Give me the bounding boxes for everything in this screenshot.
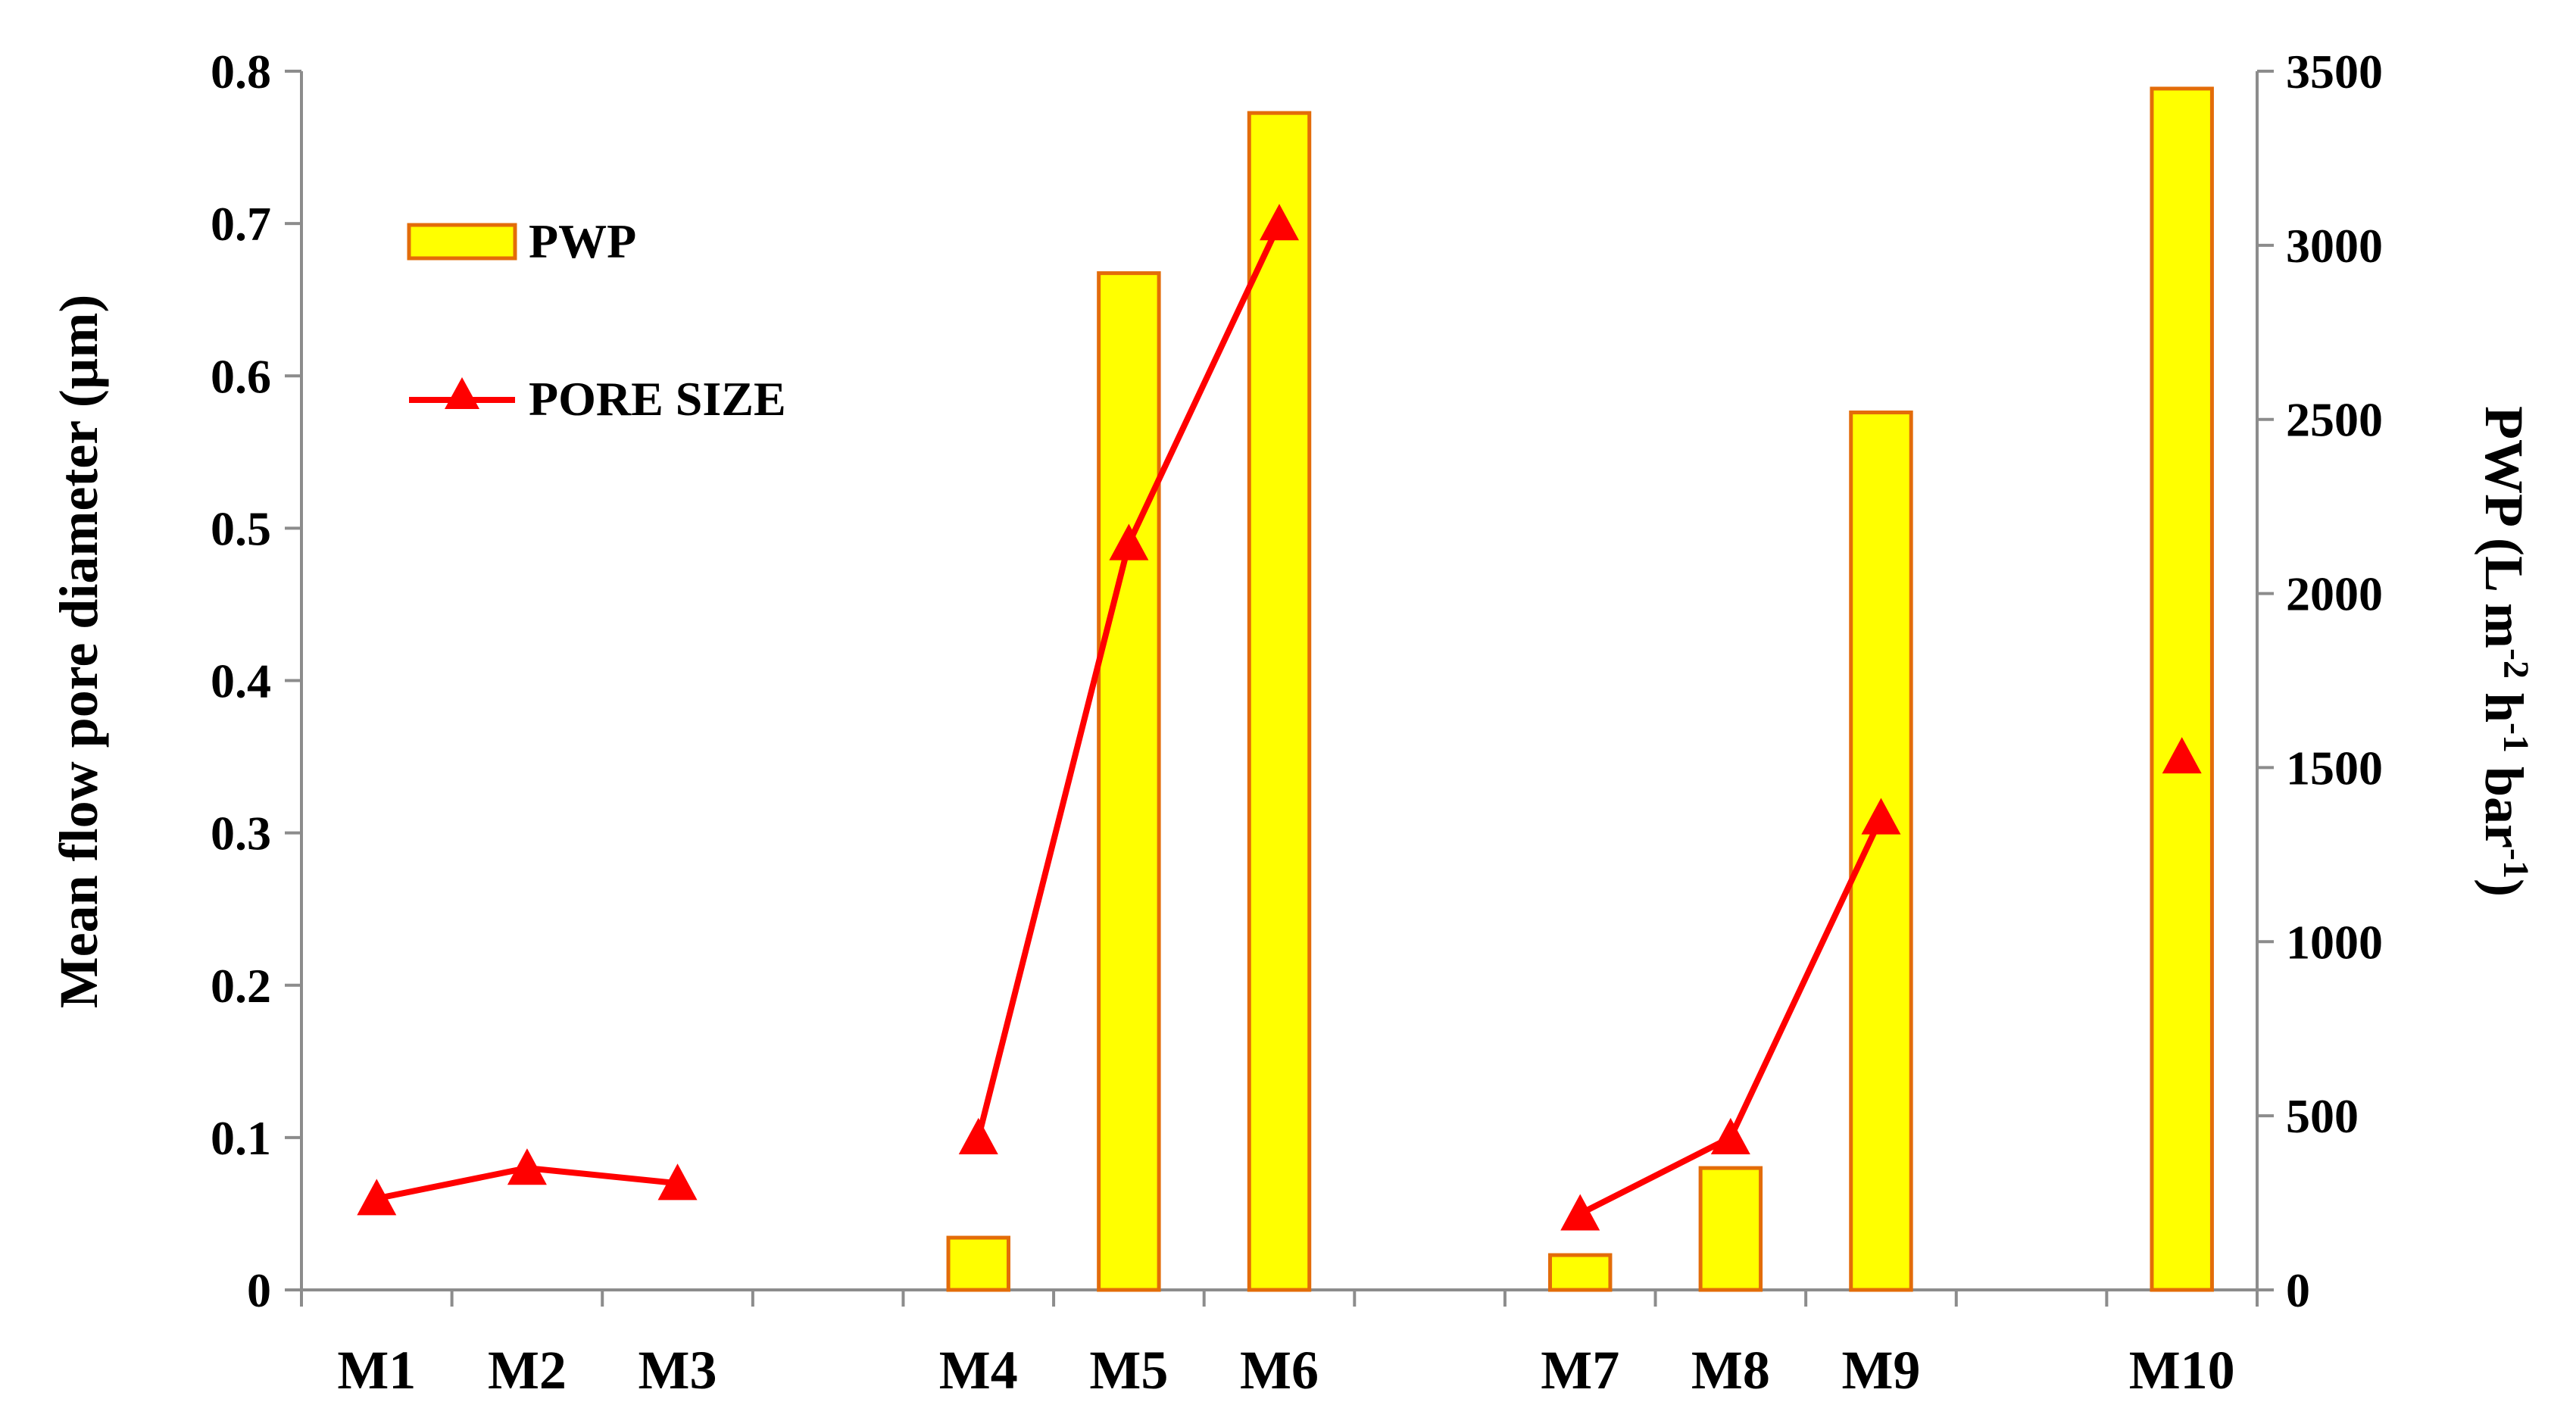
x-tick-label: M3 [639,1340,717,1400]
y-right-tick-label: 500 [2286,1089,2359,1143]
y-left-tick-label: 0.6 [211,349,271,403]
y-left-tick-label: 0.3 [211,807,271,860]
legend-marker-pore-size [445,377,479,409]
y-left-tick-label: 0.4 [211,654,271,708]
pwp-bar [1548,1253,1613,1292]
x-tick-label: M7 [1541,1340,1619,1400]
pore-size-line [1578,816,1884,1217]
y-right-tick-label: 2000 [2286,567,2383,621]
plot-area: 0 0.1 0.2 0.3 0.4 0.5 0.6 0.7 0.8 0 500 1000 1500 200… [211,45,2383,1400]
y-left-tick-label: 0 [247,1263,271,1317]
pore-size-point [1861,798,1901,835]
pwp-bar [946,1235,1010,1292]
y-right-tick-label: 3000 [2286,219,2383,273]
legend-swatch-pwp [407,223,517,261]
y-right-tick-label: 1000 [2286,915,2383,969]
pore-size-point [1109,523,1149,560]
x-tick-label: M8 [1691,1340,1770,1400]
pore-size-point [1560,1194,1600,1231]
y-left-tick-label: 0.7 [211,197,271,251]
pore-size-point [657,1163,698,1201]
pwp-bar [2150,86,2214,1292]
pwp-bar [1849,411,1913,1292]
x-tick-label: M6 [1240,1340,1319,1400]
x-tick-label: M9 [1841,1340,1920,1400]
x-tick-label: M2 [488,1340,567,1400]
pwp-bar [1698,1166,1763,1292]
y-left-tick-label: 0.1 [211,1111,271,1165]
y-left-axis-title: Mean flow pore diameter (µm) [48,295,109,1009]
y-left-tick-label: 0.5 [211,501,271,555]
pore-size-point [1260,204,1299,241]
y-right-tick-label: 0 [2286,1263,2310,1317]
y-right-axis-title: PWP (L m-2 h-1 bar-1) [2474,406,2536,897]
pore-size-point [1710,1117,1750,1154]
y-left-tick-label: 0.8 [211,45,271,98]
y-right-tick-label: 2500 [2286,393,2383,447]
x-tick-label: M10 [2129,1340,2235,1400]
x-tick-label: M1 [337,1340,416,1400]
pore-size-point [958,1117,998,1154]
pore-size-point [357,1179,397,1216]
pwp-bar [1097,271,1161,1292]
x-tick-label: M4 [939,1340,1018,1400]
pwp-bar [1247,111,1312,1292]
legend: PWP PORE SIZE [407,214,786,426]
y-right-tick-label: 1500 [2286,741,2383,795]
x-tick-label: M5 [1089,1340,1168,1400]
pore-size-point [507,1148,547,1185]
y-right-tick-label: 3500 [2286,45,2383,98]
pore-size-point [2162,737,2202,774]
legend-label-pwp: PWP [529,214,636,268]
y-left-tick-label: 0.2 [211,959,271,1013]
legend-label-pore-size: PORE SIZE [529,372,786,426]
